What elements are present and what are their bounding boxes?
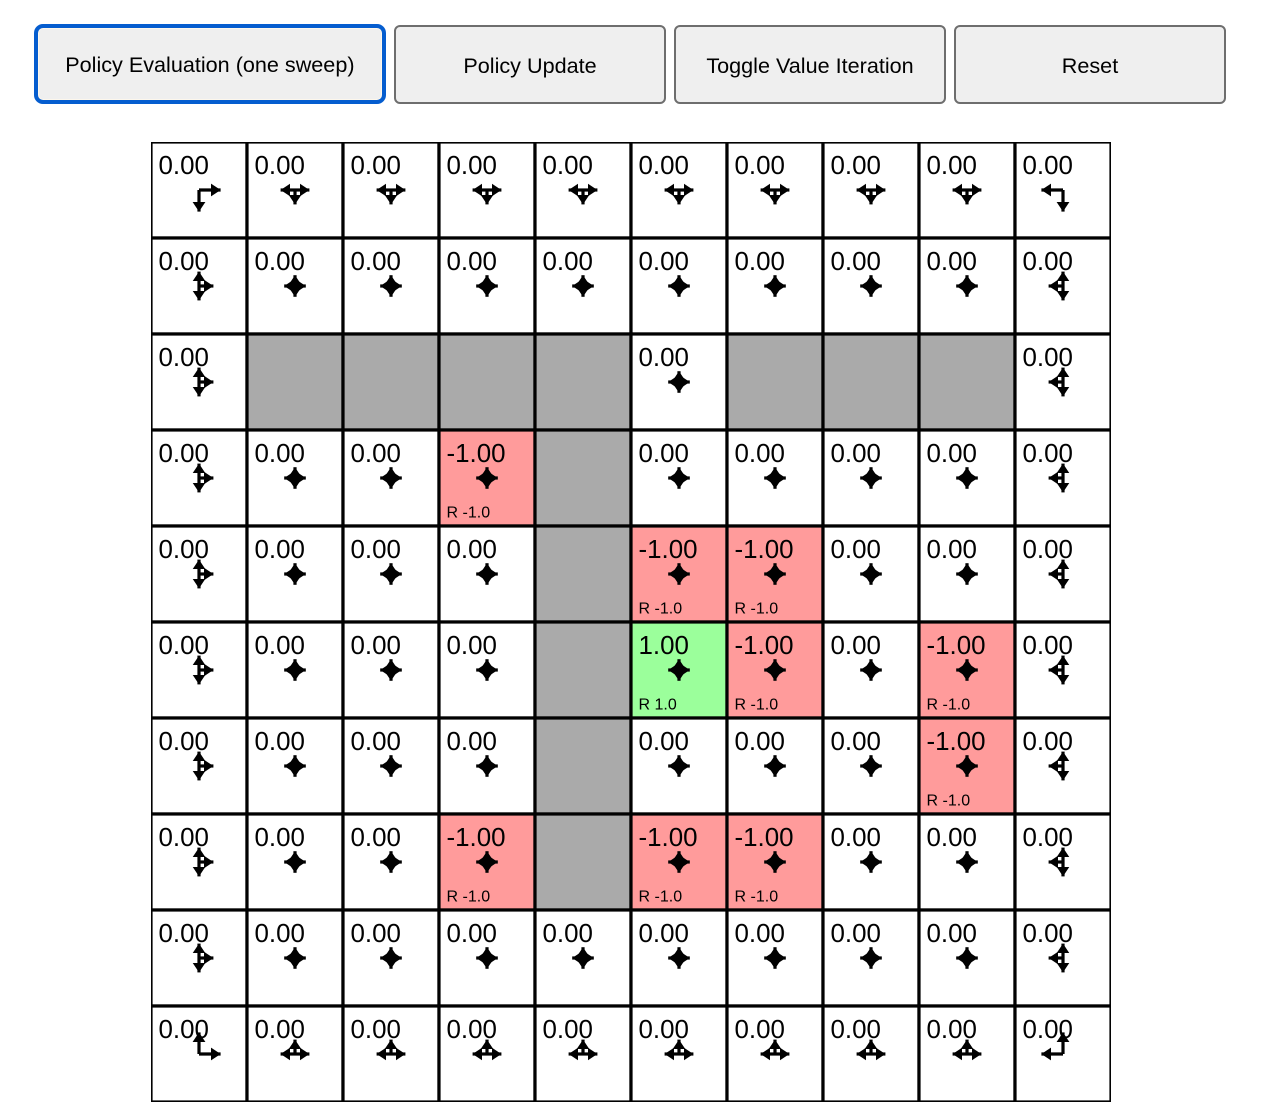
svg-text:0.00: 0.00 [446,632,496,660]
svg-text:0.00: 0.00 [254,536,304,564]
svg-text:-1.00: -1.00 [446,824,505,852]
svg-text:0.00: 0.00 [926,920,976,948]
svg-text:0.00: 0.00 [158,632,208,660]
svg-text:0.00: 0.00 [158,248,208,276]
svg-text:0.00: 0.00 [830,536,880,564]
svg-text:-1.00: -1.00 [638,824,697,852]
svg-text:0.00: 0.00 [1022,248,1072,276]
svg-text:0.00: 0.00 [1022,632,1072,660]
svg-text:0.00: 0.00 [350,1016,400,1044]
svg-text:0.00: 0.00 [350,440,400,468]
svg-text:R -1.0: R -1.0 [734,889,778,906]
svg-text:0.00: 0.00 [1022,728,1072,756]
svg-text:0.00: 0.00 [1022,344,1072,372]
svg-text:0.00: 0.00 [254,728,304,756]
svg-text:0.00: 0.00 [446,920,496,948]
svg-text:0.00: 0.00 [638,728,688,756]
svg-text:0.00: 0.00 [734,1016,784,1044]
svg-text:0.00: 0.00 [254,152,304,180]
svg-text:R -1.0: R -1.0 [926,697,970,714]
svg-text:0.00: 0.00 [926,248,976,276]
svg-text:0.00: 0.00 [830,728,880,756]
svg-text:0.00: 0.00 [638,440,688,468]
svg-text:0.00: 0.00 [158,1016,208,1044]
svg-text:0.00: 0.00 [158,824,208,852]
svg-text:0.00: 0.00 [734,248,784,276]
svg-text:0.00: 0.00 [638,1016,688,1044]
svg-text:0.00: 0.00 [830,248,880,276]
svg-text:0.00: 0.00 [350,824,400,852]
svg-text:R -1.0: R -1.0 [734,697,778,714]
svg-text:0.00: 0.00 [542,248,592,276]
svg-text:0.00: 0.00 [446,1016,496,1044]
svg-text:0.00: 0.00 [158,344,208,372]
svg-text:0.00: 0.00 [734,440,784,468]
svg-text:0.00: 0.00 [1022,824,1072,852]
svg-text:0.00: 0.00 [638,920,688,948]
svg-text:R -1.0: R -1.0 [446,505,490,522]
svg-text:0.00: 0.00 [1022,920,1072,948]
svg-text:0.00: 0.00 [446,728,496,756]
svg-text:0.00: 0.00 [350,536,400,564]
svg-text:R -1.0: R -1.0 [446,889,490,906]
svg-text:0.00: 0.00 [542,920,592,948]
svg-text:R -1.0: R -1.0 [734,601,778,618]
svg-text:0.00: 0.00 [158,440,208,468]
svg-text:-1.00: -1.00 [638,536,697,564]
svg-text:0.00: 0.00 [734,152,784,180]
svg-text:0.00: 0.00 [158,536,208,564]
svg-text:0.00: 0.00 [446,152,496,180]
svg-text:0.00: 0.00 [638,344,688,372]
svg-text:0.00: 0.00 [350,248,400,276]
svg-text:-1.00: -1.00 [734,824,793,852]
svg-text:0.00: 0.00 [830,632,880,660]
svg-text:0.00: 0.00 [542,1016,592,1044]
svg-text:0.00: 0.00 [926,440,976,468]
svg-text:0.00: 0.00 [926,536,976,564]
svg-text:0.00: 0.00 [1022,152,1072,180]
svg-text:0.00: 0.00 [158,728,208,756]
svg-text:0.00: 0.00 [254,1016,304,1044]
svg-text:0.00: 0.00 [734,920,784,948]
svg-text:0.00: 0.00 [1022,1016,1072,1044]
svg-text:0.00: 0.00 [446,536,496,564]
svg-text:0.00: 0.00 [830,824,880,852]
svg-text:0.00: 0.00 [254,440,304,468]
svg-text:0.00: 0.00 [1022,536,1072,564]
svg-text:-1.00: -1.00 [926,728,985,756]
svg-text:-1.00: -1.00 [446,440,505,468]
svg-text:0.00: 0.00 [350,632,400,660]
svg-text:1.00: 1.00 [638,632,688,660]
svg-text:0.00: 0.00 [830,1016,880,1044]
svg-text:0.00: 0.00 [350,728,400,756]
svg-text:R -1.0: R -1.0 [638,889,682,906]
svg-text:0.00: 0.00 [926,152,976,180]
svg-text:0.00: 0.00 [638,152,688,180]
svg-text:R -1.0: R -1.0 [638,601,682,618]
svg-text:0.00: 0.00 [254,248,304,276]
svg-text:0.00: 0.00 [158,920,208,948]
svg-text:-1.00: -1.00 [734,536,793,564]
svg-text:0.00: 0.00 [830,440,880,468]
svg-text:0.00: 0.00 [926,824,976,852]
svg-text:-1.00: -1.00 [734,632,793,660]
svg-text:0.00: 0.00 [830,920,880,948]
svg-text:0.00: 0.00 [254,632,304,660]
svg-text:0.00: 0.00 [446,248,496,276]
svg-text:0.00: 0.00 [926,1016,976,1044]
svg-text:0.00: 0.00 [350,152,400,180]
svg-text:0.00: 0.00 [1022,440,1072,468]
svg-text:-1.00: -1.00 [926,632,985,660]
svg-text:R -1.0: R -1.0 [926,793,970,810]
svg-text:0.00: 0.00 [542,152,592,180]
svg-text:0.00: 0.00 [638,248,688,276]
svg-text:0.00: 0.00 [830,152,880,180]
svg-text:0.00: 0.00 [254,824,304,852]
svg-text:0.00: 0.00 [734,728,784,756]
svg-text:0.00: 0.00 [254,920,304,948]
svg-text:R 1.0: R 1.0 [638,697,676,714]
svg-text:0.00: 0.00 [350,920,400,948]
svg-text:0.00: 0.00 [158,152,208,180]
